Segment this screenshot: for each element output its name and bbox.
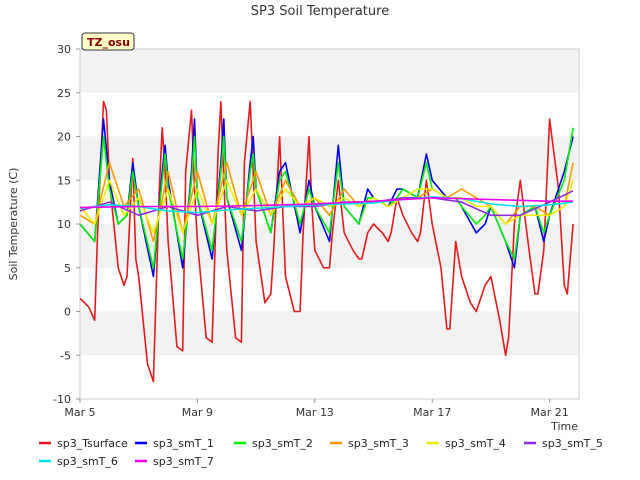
y-tick-label: 15 [57, 174, 71, 187]
legend-item-sp3_smT_4: sp3_smT_4 [427, 437, 506, 450]
legend-label: sp3_smT_3 [348, 437, 409, 450]
x-tick-label: Mar 17 [413, 406, 451, 419]
y-tick-label: 10 [57, 218, 71, 231]
grid-band [80, 49, 579, 93]
y-tick-label: 20 [57, 131, 71, 144]
y-axis-label: Soil Temperature (C) [7, 168, 20, 281]
legend-label: sp3_smT_7 [153, 455, 214, 468]
x-axis: Mar 5 Mar 9 Mar 13 Mar 17 Mar 21 [64, 399, 569, 419]
grid-band [80, 267, 579, 312]
y-tick-label: 0 [64, 306, 71, 319]
legend-label: sp3_smT_1 [153, 437, 214, 450]
x-axis-label: Time [550, 420, 578, 433]
x-tick-label: Mar 21 [531, 406, 569, 419]
grid-band [80, 92, 579, 137]
legend-item-sp3_smT_2: sp3_smT_2 [234, 437, 313, 450]
legend-label: sp3_smT_2 [252, 437, 313, 450]
x-tick-label: Mar 9 [182, 406, 213, 419]
y-tick-label: 5 [64, 262, 71, 275]
legend-item-sp3_smT_7: sp3_smT_7 [135, 455, 214, 468]
grid-band [80, 180, 579, 224]
y-tick-label: 25 [57, 87, 71, 100]
legend-item-sp3_smT_1: sp3_smT_1 [135, 437, 214, 450]
legend-item-sp3_Tsurface: sp3_Tsurface [39, 437, 128, 450]
legend-label: sp3_smT_4 [445, 437, 506, 450]
tz-badge: TZ_osu [81, 32, 135, 51]
legend-label: sp3_smT_6 [57, 455, 118, 468]
x-tick-label: Mar 5 [64, 406, 95, 419]
grid-band [80, 355, 579, 399]
y-tick-label: 30 [57, 43, 71, 56]
legend-label: sp3_smT_5 [542, 437, 603, 450]
legend: sp3_Tsurface sp3_smT_1 sp3_smT_2 sp3_smT_3 s… [39, 437, 603, 468]
series-line-sp3_smT_4 [79, 179, 574, 234]
legend-item-sp3_smT_6: sp3_smT_6 [39, 455, 118, 468]
legend-item-sp3_smT_5: sp3_smT_5 [524, 437, 603, 450]
legend-label: sp3_Tsurface [57, 437, 128, 450]
legend-item-sp3_smT_3: sp3_smT_3 [330, 437, 409, 450]
series-line-sp3_Tsurface [79, 100, 574, 383]
grid-band [80, 311, 579, 356]
x-tick-label: Mar 13 [296, 406, 334, 419]
series-lines [79, 100, 574, 383]
y-axis: -10 -5 0 5 10 15 20 25 30 [53, 43, 80, 406]
series-line-sp3_smT_7 [79, 197, 574, 209]
grid-band [80, 136, 579, 181]
series-line-sp3_smT_6 [79, 196, 574, 214]
y-tick-label: -5 [60, 349, 71, 362]
y-tick-label: -10 [53, 393, 71, 406]
chart-title: SP3 Soil Temperature [251, 4, 389, 19]
tz-badge-label: TZ_osu [87, 36, 130, 49]
